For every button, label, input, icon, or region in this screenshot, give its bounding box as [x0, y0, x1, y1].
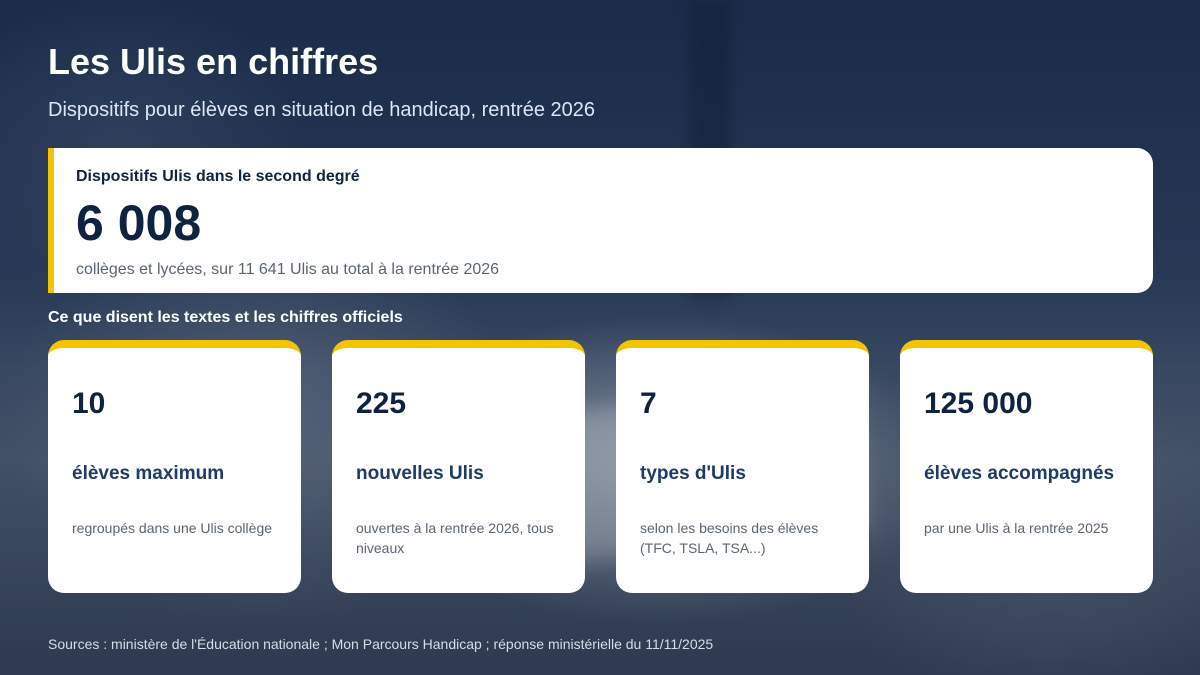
- hero-stat-value: 6 008: [76, 195, 202, 251]
- stat-card-value: 125 000: [924, 387, 1033, 420]
- stat-card-value: 7: [640, 387, 657, 420]
- stat-card-value: 225: [356, 387, 407, 420]
- stat-card-description: ouvertes à la rentrée 2026, tous niveaux: [356, 520, 554, 556]
- stat-card-label: types d'Ulis: [640, 463, 746, 484]
- stat-card-description: regroupés dans une Ulis collège: [72, 520, 273, 536]
- page-subtitle: Dispositifs pour élèves en situation de …: [48, 99, 596, 121]
- hero-stat-label: Dispositifs Ulis dans le second degré: [76, 168, 360, 185]
- hero-stat-card: Dispositifs Ulis dans le second degré 6 …: [48, 148, 1153, 293]
- sources-footnote: Sources : ministère de l'Éducation natio…: [48, 636, 714, 652]
- stat-card-label: élèves maximum: [72, 463, 225, 484]
- stat-card-description: par une Ulis à la rentrée 2025: [924, 520, 1109, 536]
- stat-card-label: élèves accompagnés: [924, 463, 1115, 484]
- stat-cards: 10 élèves maximum regroupés dans une Uli…: [48, 340, 1153, 593]
- stat-card-eleves-accompagnes: 125 000 élèves accompagnés par une Ulis …: [900, 340, 1153, 593]
- stat-card-types-ulis: 7 types d'Ulis selon les besoins des élè…: [616, 340, 869, 593]
- stat-card-eleves-maximum: 10 élèves maximum regroupés dans une Uli…: [48, 340, 301, 593]
- hero-stat-caption: collèges et lycées, sur 11 641 Ulis au t…: [76, 261, 500, 278]
- stat-card-label: nouvelles Ulis: [356, 463, 484, 484]
- stat-card-description: selon les besoins des élèves (TFC, TSLA,…: [640, 520, 819, 556]
- stat-card-nouvelles-ulis: 225 nouvelles Ulis ouvertes à la rentrée…: [332, 340, 585, 593]
- section-heading: Ce que disent les textes et les chiffres…: [48, 309, 403, 326]
- stat-card-value: 10: [72, 387, 106, 420]
- page-title: Les Ulis en chiffres: [48, 41, 379, 82]
